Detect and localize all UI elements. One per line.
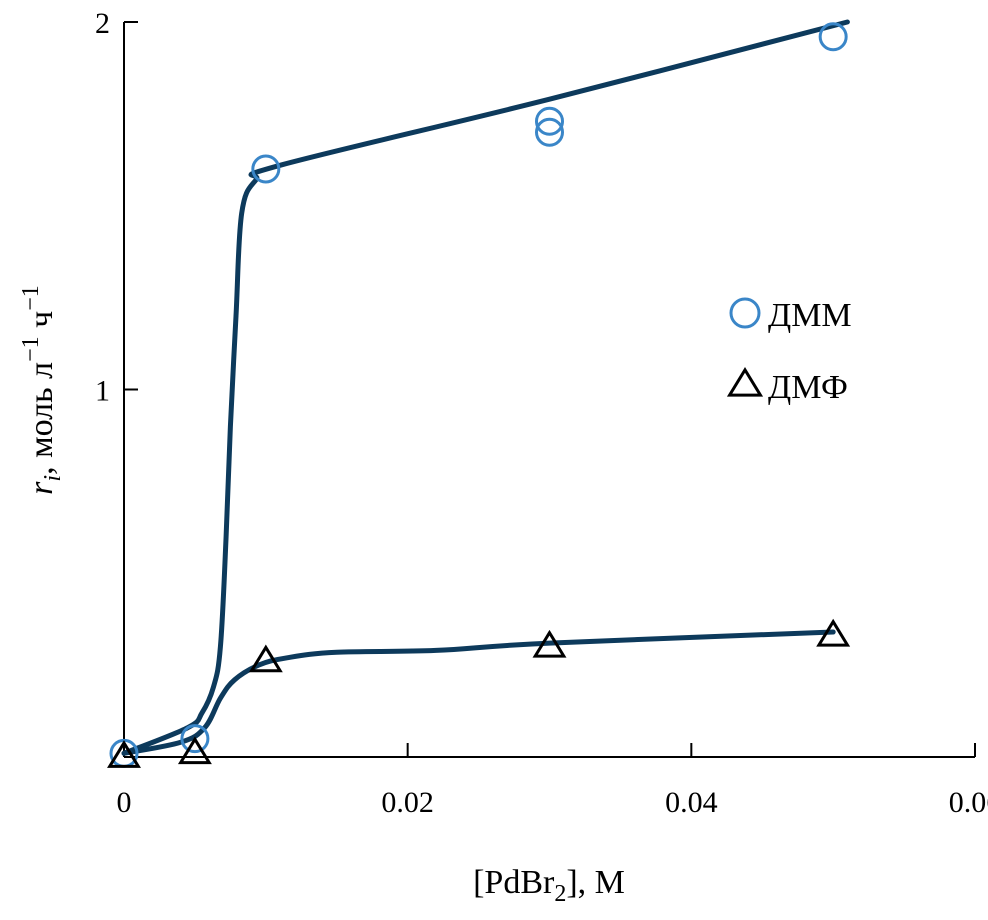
data-point-2 <box>107 740 141 768</box>
x-tick-label: 0.04 <box>665 786 718 819</box>
data-point-1 <box>818 22 848 52</box>
x-axis-title: [PdBr2], M <box>473 864 625 907</box>
legend-label-1: ДММ <box>768 297 852 334</box>
legend-label-2: ДМФ <box>768 369 848 406</box>
fit-line-1 <box>121 19 850 756</box>
x-tick-label: 0 <box>117 786 132 819</box>
data-point-2 <box>177 736 212 765</box>
y-tick-label: 1 <box>95 375 110 408</box>
legend-marker-1 <box>729 297 761 329</box>
plot-area: 0 0.02 0.04 0.06 1 2 ДММ ДМФ <box>95 7 988 819</box>
data-point-1 <box>535 106 564 136</box>
fit-line-2 <box>121 629 836 756</box>
data-point-1 <box>251 154 281 184</box>
x-tick-label: 0.06 <box>949 786 988 819</box>
x-tick-label: 0.02 <box>381 786 434 819</box>
data-point-1 <box>180 724 210 754</box>
y-tick-label: 2 <box>95 7 110 40</box>
data-point-2 <box>532 629 567 658</box>
legend-entry-1: ДММ <box>768 297 852 334</box>
y-axis-title: ri, моль л−1 ч−1 <box>18 285 66 495</box>
data-point-2 <box>248 644 283 673</box>
legend-entry-2: ДМФ <box>768 369 848 406</box>
legend-marker-2 <box>726 367 764 397</box>
data-point-2 <box>816 618 851 647</box>
data-point-1 <box>535 117 564 147</box>
